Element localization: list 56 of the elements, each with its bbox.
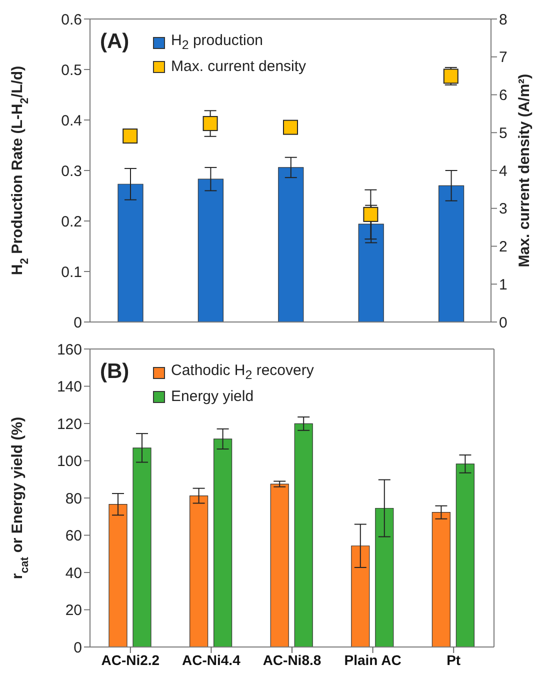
y-tick-label: 0.3: [61, 162, 82, 180]
point: [202, 116, 218, 132]
x-tick-label: AC-Ni8.8: [262, 652, 322, 668]
bar: [132, 448, 152, 647]
x-tick-label: Pt: [446, 652, 461, 668]
y-tick-label: 60: [65, 528, 82, 545]
x-tick-label: AC-Ni4.4: [182, 652, 241, 668]
legend-label: Max. current density: [171, 57, 306, 77]
y-tick-label: 0.6: [61, 11, 82, 28]
bar: [294, 423, 313, 647]
annotation: (A): [100, 30, 130, 54]
legend-label: H$_{2}$ production: [171, 31, 264, 54]
y-tick-label: 140: [56, 378, 82, 396]
y-tick-label: 0: [74, 639, 82, 656]
point: [283, 120, 298, 135]
bar: [190, 495, 208, 647]
x-tick-label: AC-Ni2.2: [101, 652, 160, 668]
y-tick-label: 40: [65, 564, 82, 582]
y-tick-label: 160: [56, 341, 82, 358]
y2-tick-label: 6: [499, 87, 508, 104]
bar: [118, 184, 144, 322]
y2-tick-label: 1: [499, 276, 508, 294]
bar: [375, 508, 394, 647]
y-tick-label: 120: [56, 416, 82, 433]
x-tick-label: Plain AC: [344, 652, 402, 668]
y2-tick-label: 4: [499, 162, 508, 180]
y-tick-label: 0.1: [61, 264, 82, 281]
y-tick-label: 100: [56, 453, 82, 470]
legend-label: Energy yield: [171, 387, 254, 407]
y-tick-label: 0.2: [61, 213, 82, 230]
bar: [108, 504, 128, 647]
annotation: (B): [100, 360, 130, 384]
y2-tick-label: 8: [499, 11, 508, 28]
y-tick-label: 80: [65, 490, 82, 508]
bar: [278, 167, 304, 322]
y2-tick-label: 3: [499, 200, 508, 218]
y-tick-label: 0.4: [61, 112, 82, 130]
y-tick-label: 20: [65, 602, 82, 620]
bar: [270, 484, 289, 647]
y-tick-label: 0: [74, 314, 82, 332]
bar: [438, 185, 464, 322]
y2-tick-label: 7: [499, 49, 508, 66]
y2-axis-title: Max. current density (A/m²): [516, 74, 533, 268]
point: [363, 206, 378, 222]
y2-tick-label: 2: [499, 238, 508, 256]
bar: [351, 546, 370, 647]
y2-tick-label: 0: [499, 314, 508, 332]
point: [122, 128, 138, 144]
bar: [198, 178, 224, 322]
y-tick-label: 0.5: [61, 62, 82, 79]
bar: [358, 224, 384, 322]
legend-label: Cathodic H$_{2}$ recovery: [171, 361, 314, 384]
bar: [432, 512, 450, 647]
bar: [456, 464, 474, 647]
y2-tick-label: 5: [499, 124, 508, 142]
bar: [214, 438, 232, 647]
